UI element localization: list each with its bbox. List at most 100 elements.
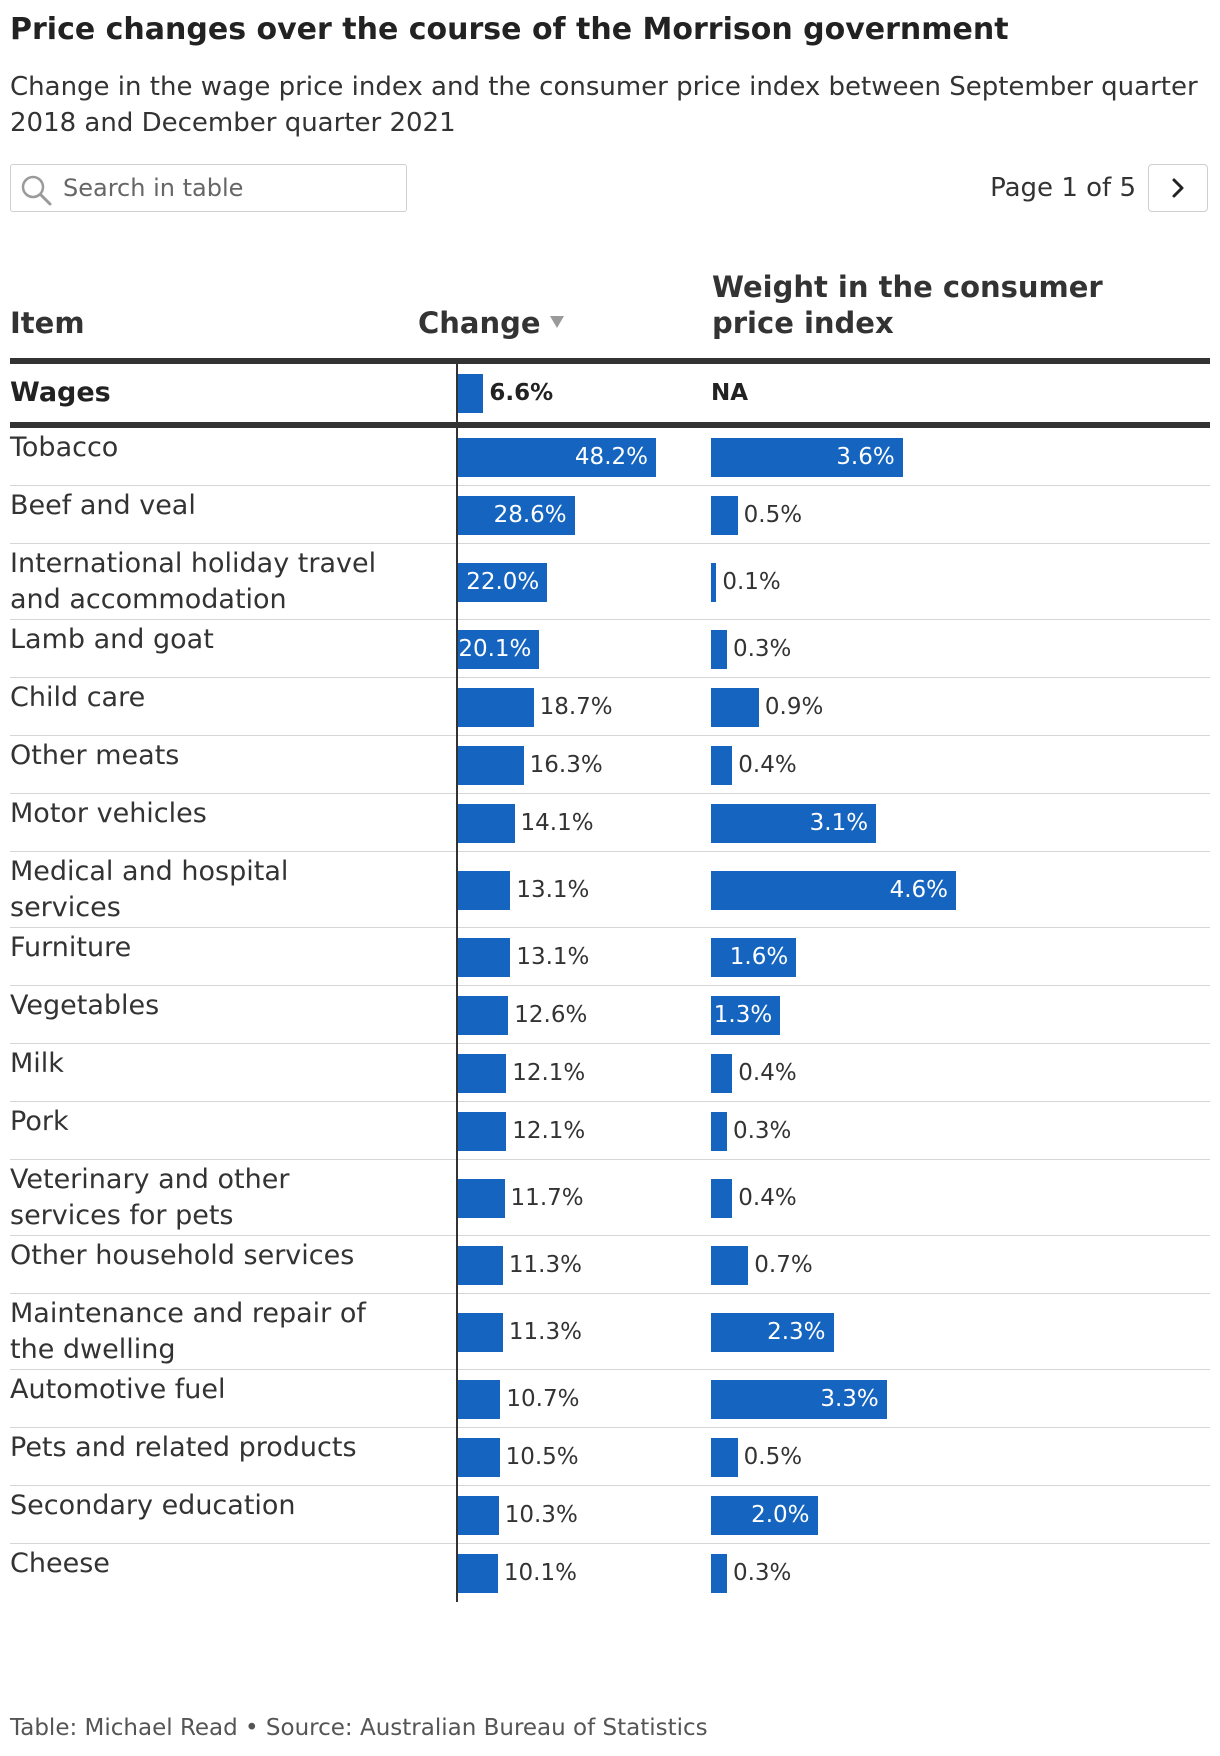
weight-bar: [711, 1053, 733, 1093]
weight-bar: [711, 1437, 738, 1477]
chevron-right-icon: [1172, 178, 1184, 198]
table-row: Medical and hospital services 13.1% 4.6%: [10, 852, 1210, 928]
change-value-label: 12.1%: [512, 1117, 586, 1144]
weight-value-label: 3.6%: [836, 443, 895, 470]
table-row: Other meats 16.3% 0.4%: [10, 736, 1210, 794]
weight-bar: [711, 495, 738, 535]
table-row: Other household services 11.3% 0.7%: [10, 1236, 1210, 1294]
table-row: International holiday travel and accommo…: [10, 544, 1210, 620]
weight-value-label: 4.6%: [889, 876, 948, 903]
row-item-label: Pets and related products: [10, 1432, 357, 1463]
weight-value-label: NA: [711, 379, 749, 406]
weight-value-label: 0.5%: [743, 501, 803, 528]
change-bar: [456, 995, 509, 1035]
table-row: Pork 12.1% 0.3%: [10, 1102, 1210, 1160]
weight-bar: [711, 1111, 727, 1151]
page-indicator: Page 1 of 5: [990, 173, 1136, 203]
column-header-item[interactable]: Item: [10, 306, 85, 340]
change-bar: [456, 1495, 499, 1535]
change-bar: [456, 1111, 507, 1151]
weight-bar: [711, 995, 781, 1035]
change-value-label: 14.1%: [520, 809, 594, 836]
weight-value-label: 2.0%: [751, 1501, 810, 1528]
change-axis-line: [456, 364, 458, 1602]
table-row: Tobacco 48.2% 3.6%: [10, 428, 1210, 486]
weight-value-label: 0.3%: [732, 1559, 792, 1586]
change-value-label: 18.7%: [539, 693, 613, 720]
row-item-label: Beef and veal: [10, 490, 196, 521]
weight-value-label: 0.3%: [732, 1117, 792, 1144]
row-item-label: Cheese: [10, 1548, 110, 1579]
highlight-rule: [10, 422, 1210, 428]
weight-bar: [711, 1312, 834, 1352]
table-row-highlight: Wages 6.6% NA: [10, 364, 1210, 422]
weight-value-label: 3.1%: [809, 809, 869, 836]
row-item-label: Other meats: [10, 740, 180, 771]
search-box[interactable]: [10, 164, 407, 212]
change-value-label: 28.6%: [493, 501, 567, 528]
change-bar: [456, 1379, 501, 1419]
change-bar: [456, 870, 511, 910]
change-bar: [456, 687, 534, 727]
row-item-label: Wages: [10, 377, 111, 408]
change-value-label: 11.3%: [508, 1251, 582, 1278]
row-item-label: Automotive fuel: [10, 1374, 226, 1405]
weight-value-label: 3.3%: [820, 1385, 879, 1412]
weight-value-label: 0.7%: [754, 1251, 813, 1278]
column-header-change[interactable]: Change: [418, 306, 541, 340]
change-bar: [456, 495, 575, 535]
column-header-weight[interactable]: Weight in the consumer price index: [712, 270, 1103, 340]
change-value-label: 12.6%: [514, 1001, 588, 1028]
change-bar: [456, 1312, 503, 1352]
change-value-label: 10.7%: [506, 1385, 580, 1412]
change-bar: [456, 937, 511, 977]
weight-bar: [711, 562, 717, 602]
row-item-label: Secondary education: [10, 1490, 296, 1521]
weight-value-label: 1.6%: [729, 943, 789, 970]
change-bar: [456, 803, 515, 843]
weight-bar: [711, 870, 956, 910]
chart-title: Price changes over the course of the Mor…: [10, 12, 1009, 47]
change-bar: [456, 373, 484, 413]
change-bar: [456, 745, 524, 785]
weight-value-label: 1.3%: [713, 1001, 773, 1028]
row-item-label: Vegetables: [10, 990, 160, 1021]
table-row: Automotive fuel 10.7% 3.3%: [10, 1370, 1210, 1428]
change-value-label: 22.0%: [466, 568, 540, 595]
table-row: Beef and veal 28.6% 0.5%: [10, 486, 1210, 544]
table-row: Vegetables 12.6% 1.3%: [10, 986, 1210, 1044]
table-row: Child care 18.7% 0.9%: [10, 678, 1210, 736]
search-input[interactable]: [63, 171, 393, 205]
change-value-label: 11.7%: [510, 1184, 584, 1211]
table-row: Motor vehicles 14.1% 3.1%: [10, 794, 1210, 852]
row-item-label: Milk: [10, 1048, 64, 1079]
table-row: Lamb and goat 20.1% 0.3%: [10, 620, 1210, 678]
change-value-label: 16.3%: [529, 751, 603, 778]
weight-bar: [711, 803, 877, 843]
header-rule: [10, 358, 1210, 364]
sort-descending-icon[interactable]: [547, 310, 567, 334]
change-bar: [456, 1245, 503, 1285]
weight-value-label: 0.4%: [738, 751, 797, 778]
weight-bar: [711, 629, 727, 669]
change-value-label: 6.6%: [489, 379, 554, 406]
weight-value-label: 2.3%: [767, 1318, 826, 1345]
row-item-label: Medical and hospital services: [10, 856, 289, 923]
change-bar: [456, 562, 548, 602]
table-row: Secondary education 10.3% 2.0%: [10, 1486, 1210, 1544]
row-item-label: Other household services: [10, 1240, 355, 1271]
weight-value-label: 0.9%: [764, 693, 824, 720]
row-item-label: Veterinary and other services for pets: [10, 1164, 290, 1231]
row-item-label: Furniture: [10, 932, 132, 963]
table-row: Cheese 10.1% 0.3%: [10, 1544, 1210, 1602]
change-value-label: 10.3%: [504, 1501, 578, 1528]
search-icon: [21, 175, 52, 206]
weight-bar: [711, 1379, 887, 1419]
weight-bar: [711, 1245, 749, 1285]
table-row: Veterinary and other services for pets 11…: [10, 1160, 1210, 1236]
next-page-button[interactable]: [1148, 164, 1208, 212]
chart-subtitle: Change in the wage price index and the c…: [10, 72, 1198, 138]
table-row: Furniture 13.1% 1.6%: [10, 928, 1210, 986]
row-item-label: Child care: [10, 682, 146, 713]
